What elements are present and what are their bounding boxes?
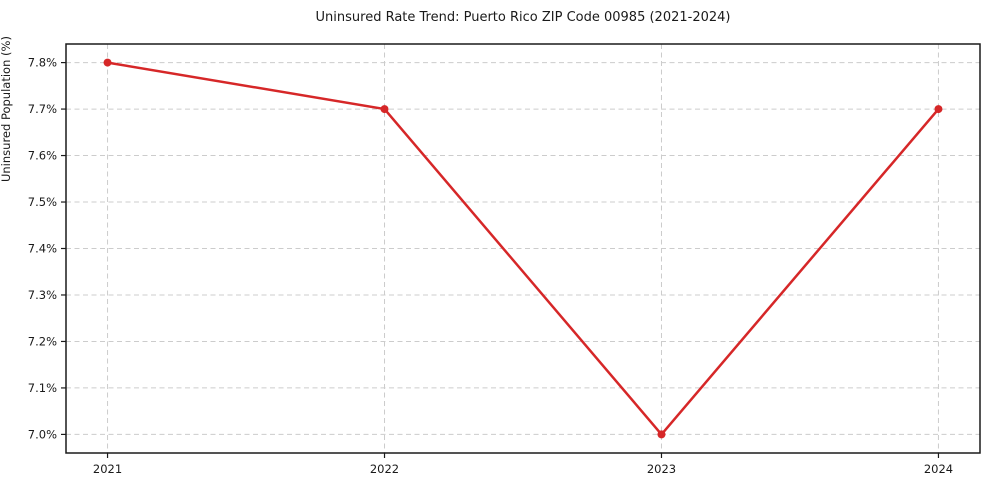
y-axis-label: Uninsured Population (%) — [0, 36, 13, 183]
x-tick-label: 2021 — [93, 462, 122, 476]
y-tick-label: 7.4% — [28, 242, 57, 256]
y-tick-label: 7.7% — [28, 102, 57, 116]
y-tick-label: 7.1% — [28, 381, 57, 395]
trend-line — [106, 61, 940, 436]
x-tick-label: 2023 — [647, 462, 676, 476]
data-point-marker — [380, 105, 389, 114]
data-point-marker — [934, 105, 943, 114]
data-point-marker — [657, 430, 666, 439]
x-tick-label: 2024 — [924, 462, 953, 476]
y-tick-label: 7.8% — [28, 56, 57, 70]
chart-title: Uninsured Rate Trend: Puerto Rico ZIP Co… — [315, 10, 731, 25]
data-point-marker — [103, 58, 112, 67]
y-tick-label: 7.6% — [28, 149, 57, 163]
y-tick-label: 7.3% — [28, 288, 57, 302]
plot-border — [65, 43, 981, 454]
y-tick-label: 7.2% — [28, 334, 57, 348]
x-tick-label: 2022 — [370, 462, 399, 476]
y-tick-label: 7.0% — [28, 427, 57, 441]
y-tick-label: 7.5% — [28, 195, 57, 209]
